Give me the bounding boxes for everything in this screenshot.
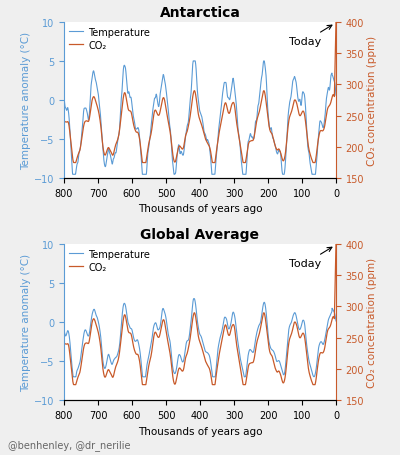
Temperature <box>194 311 199 316</box>
Temperature <box>191 296 196 302</box>
CO₂ <box>326 105 331 111</box>
CO₂ <box>194 98 199 103</box>
Text: @benhenley, @dr_nerilie: @benhenley, @dr_nerilie <box>8 440 130 450</box>
CO₂ <box>76 153 80 158</box>
Temperature <box>276 358 281 364</box>
Temperature <box>326 318 331 324</box>
Line: Temperature: Temperature <box>64 62 336 175</box>
CO₂ <box>187 342 192 347</box>
Y-axis label: CO₂ concentration (ppm): CO₂ concentration (ppm) <box>367 258 377 387</box>
Y-axis label: Temperature anomaly (°C): Temperature anomaly (°C) <box>21 32 31 170</box>
Temperature <box>276 149 281 154</box>
Y-axis label: CO₂ concentration (ppm): CO₂ concentration (ppm) <box>367 36 377 166</box>
CO₂ <box>276 147 281 152</box>
CO₂ <box>76 374 80 380</box>
Temperature <box>326 86 331 91</box>
Legend: Temperature, CO₂: Temperature, CO₂ <box>69 249 150 272</box>
CO₂ <box>334 242 338 247</box>
Temperature <box>191 59 196 65</box>
Temperature <box>326 318 331 323</box>
Text: Today: Today <box>289 26 332 47</box>
CO₂ <box>326 327 331 332</box>
Line: Temperature: Temperature <box>64 299 336 377</box>
CO₂ <box>276 369 281 374</box>
CO₂ <box>62 339 66 345</box>
Temperature <box>187 110 192 116</box>
Temperature <box>187 334 192 340</box>
Legend: Temperature, CO₂: Temperature, CO₂ <box>69 28 150 51</box>
Title: Global Average: Global Average <box>140 228 260 242</box>
CO₂ <box>326 327 330 333</box>
CO₂ <box>187 120 192 126</box>
CO₂ <box>334 20 338 25</box>
CO₂ <box>71 161 76 166</box>
Temperature <box>334 93 338 99</box>
Temperature <box>62 96 66 101</box>
Line: CO₂: CO₂ <box>64 23 336 163</box>
Line: CO₂: CO₂ <box>64 244 336 385</box>
CO₂ <box>71 382 76 388</box>
Temperature <box>326 86 331 91</box>
Temperature <box>76 366 80 371</box>
Temperature <box>70 172 75 177</box>
Temperature <box>76 159 80 165</box>
Temperature <box>334 318 338 324</box>
CO₂ <box>194 319 199 325</box>
Temperature <box>71 374 76 380</box>
X-axis label: Thousands of years ago: Thousands of years ago <box>138 204 262 214</box>
Temperature <box>194 74 199 80</box>
Temperature <box>62 328 66 333</box>
X-axis label: Thousands of years ago: Thousands of years ago <box>138 425 262 435</box>
CO₂ <box>62 118 66 123</box>
Title: Antarctica: Antarctica <box>160 6 240 20</box>
CO₂ <box>326 106 330 111</box>
Y-axis label: Temperature anomaly (°C): Temperature anomaly (°C) <box>21 253 31 391</box>
Text: Today: Today <box>289 248 332 269</box>
